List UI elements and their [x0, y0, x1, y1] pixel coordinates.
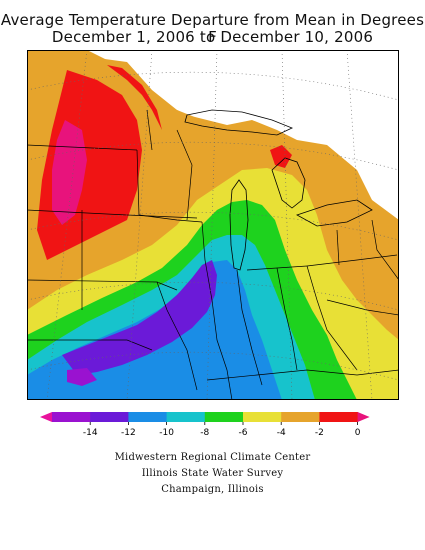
graticule	[27, 50, 399, 400]
legend-tick-label: -12	[121, 428, 136, 438]
legend-tick-label: -4	[277, 428, 286, 438]
zone-minus-2-to-0-michigan	[270, 145, 292, 168]
credit-line-2: Illinois State Water Survey	[141, 468, 284, 479]
legend-swatch	[128, 412, 168, 422]
credit-line-3: Champaign, Illinois	[161, 484, 264, 495]
map-title-line-1: Average Temperature Departure from Mean …	[0, 11, 425, 46]
zone-minus-14-to-minus-12-south	[67, 368, 97, 386]
temperature-departure-map	[27, 50, 399, 400]
legend-swatch	[166, 412, 206, 422]
zone-minus-14-to-minus-12	[62, 260, 217, 375]
unmapped-region-north	[87, 50, 399, 220]
legend-tick-label: -6	[239, 428, 248, 438]
legend-tick-label: 0	[355, 428, 361, 438]
legend-swatch	[204, 412, 244, 422]
map-frame	[27, 50, 399, 400]
legend-tick-label: -8	[200, 428, 209, 438]
legend-swatch	[52, 412, 91, 422]
legend-arrow-right	[357, 412, 370, 422]
legend-tick-label: -10	[159, 428, 174, 438]
legend-swatch	[281, 412, 320, 422]
credit-line-1: Midwestern Regional Climate Center	[114, 452, 311, 463]
legend-swatch	[319, 412, 359, 422]
legend-tick-label: -14	[83, 428, 98, 438]
lakes-outline	[184, 109, 373, 271]
legend-swatch	[243, 412, 282, 422]
map-title-line-2: December 1, 2006 to December 10, 2006	[51, 28, 374, 46]
state-borders	[27, 109, 399, 400]
legend-arrow-left	[40, 412, 52, 422]
color-legend: -14 -12 -10 -8 -6 -4 -2 0	[40, 412, 370, 438]
legend-swatch	[90, 412, 129, 422]
legend-tick-label: -2	[315, 428, 324, 438]
